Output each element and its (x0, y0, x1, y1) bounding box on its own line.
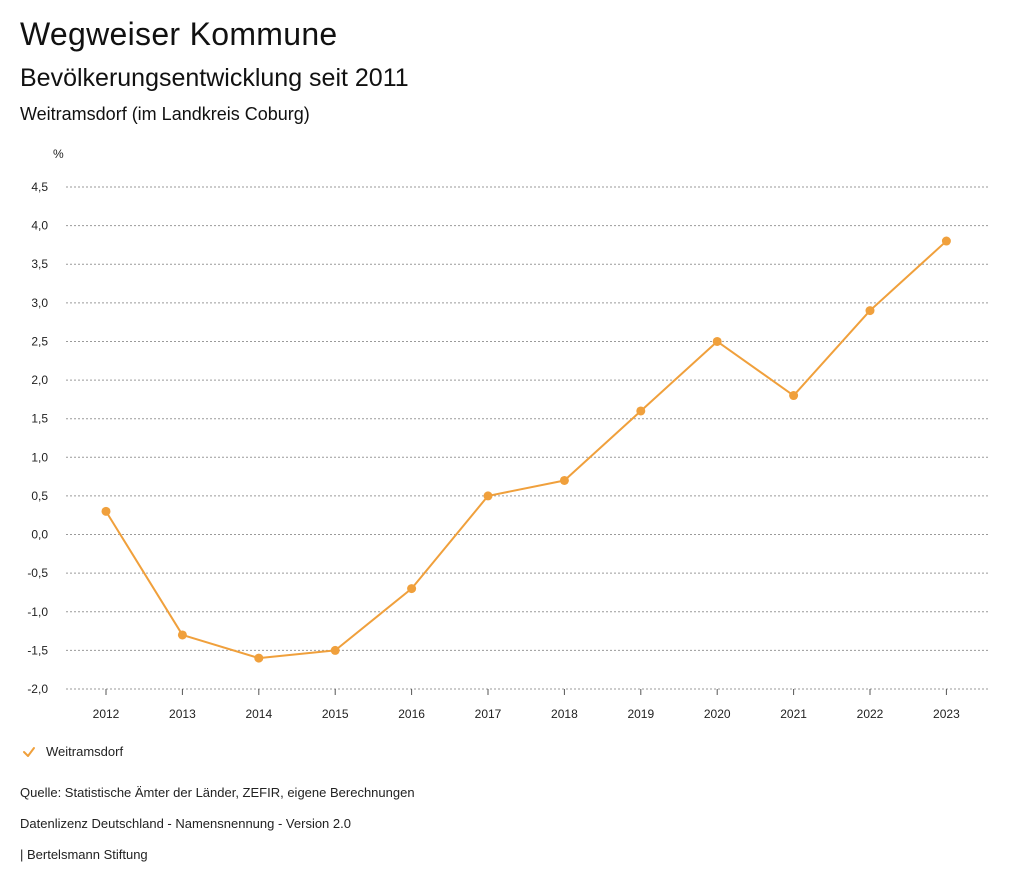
y-tick-label: -0,5 (27, 566, 48, 580)
data-point[interactable] (712, 336, 722, 346)
line-chart: % 4,5 4,0 3,5 3,0 2,5 2,0 1,5 1,0 0,5 0,0 -0,5 -1,0… (27, 147, 990, 721)
y-tick-label: -1,0 (27, 605, 48, 619)
page-title: Wegweiser Kommune (20, 16, 338, 52)
data-point[interactable] (559, 475, 569, 485)
y-axis-ticks: 4,5 4,0 3,5 3,0 2,5 2,0 1,5 1,0 0,5 0,0 -0,5 -1,0 -1… (27, 180, 48, 696)
series-line (105, 240, 948, 660)
grid-lines (66, 186, 990, 690)
y-tick-label: -1,5 (27, 643, 48, 657)
check-icon (23, 746, 35, 757)
y-tick-label: 1,5 (31, 412, 48, 426)
x-tick-label: 2016 (398, 707, 425, 721)
x-tick-label: 2023 (933, 707, 960, 721)
data-point[interactable] (407, 584, 417, 594)
license-note: Datenlizenz Deutschland - Namensnennung … (20, 816, 351, 831)
y-axis-unit-label: % (53, 147, 64, 161)
y-tick-label: 2,5 (31, 334, 48, 348)
data-point[interactable] (865, 306, 875, 316)
data-point[interactable] (941, 236, 951, 246)
data-point[interactable] (636, 406, 646, 416)
y-tick-label: 3,5 (31, 257, 48, 271)
source-note: Quelle: Statistische Ämter der Länder, Z… (20, 785, 415, 800)
x-tick-label: 2019 (627, 707, 654, 721)
chart-subtitle: Bevölkerungsentwicklung seit 2011 (20, 64, 409, 92)
y-tick-label: 0,0 (31, 528, 48, 542)
x-tick-label: 2020 (704, 707, 731, 721)
x-tick-label: 2014 (245, 707, 272, 721)
x-tick-label: 2017 (475, 707, 502, 721)
data-point[interactable] (254, 653, 264, 663)
data-point[interactable] (177, 630, 187, 640)
legend[interactable]: Weitramsdorf (22, 744, 123, 759)
y-tick-label: 4,0 (31, 219, 48, 233)
data-point[interactable] (483, 491, 493, 501)
y-tick-label: 1,0 (31, 450, 48, 464)
x-tick-label: 2015 (322, 707, 349, 721)
x-tick-label: 2012 (93, 707, 120, 721)
legend-label: Weitramsdorf (46, 744, 124, 759)
y-tick-label: 2,0 (31, 373, 48, 387)
series-weitramsdorf (101, 236, 951, 663)
data-point[interactable] (101, 506, 111, 516)
publisher-note: | Bertelsmann Stiftung (20, 847, 148, 862)
y-tick-label: 3,0 (31, 296, 48, 310)
data-point[interactable] (789, 391, 799, 401)
y-tick-label: 0,5 (31, 489, 48, 503)
data-point[interactable] (330, 645, 340, 655)
y-tick-label: -2,0 (27, 682, 48, 696)
x-axis-ticks: 2012 2013 2014 2015 2016 2017 2018 2019 2020 2021… (93, 689, 960, 721)
region-title: Weitramsdorf (im Landkreis Coburg) (20, 104, 310, 124)
x-tick-label: 2018 (551, 707, 578, 721)
y-tick-label: 4,5 (31, 180, 48, 194)
x-tick-label: 2022 (857, 707, 884, 721)
x-tick-label: 2013 (169, 707, 196, 721)
x-tick-label: 2021 (780, 707, 807, 721)
